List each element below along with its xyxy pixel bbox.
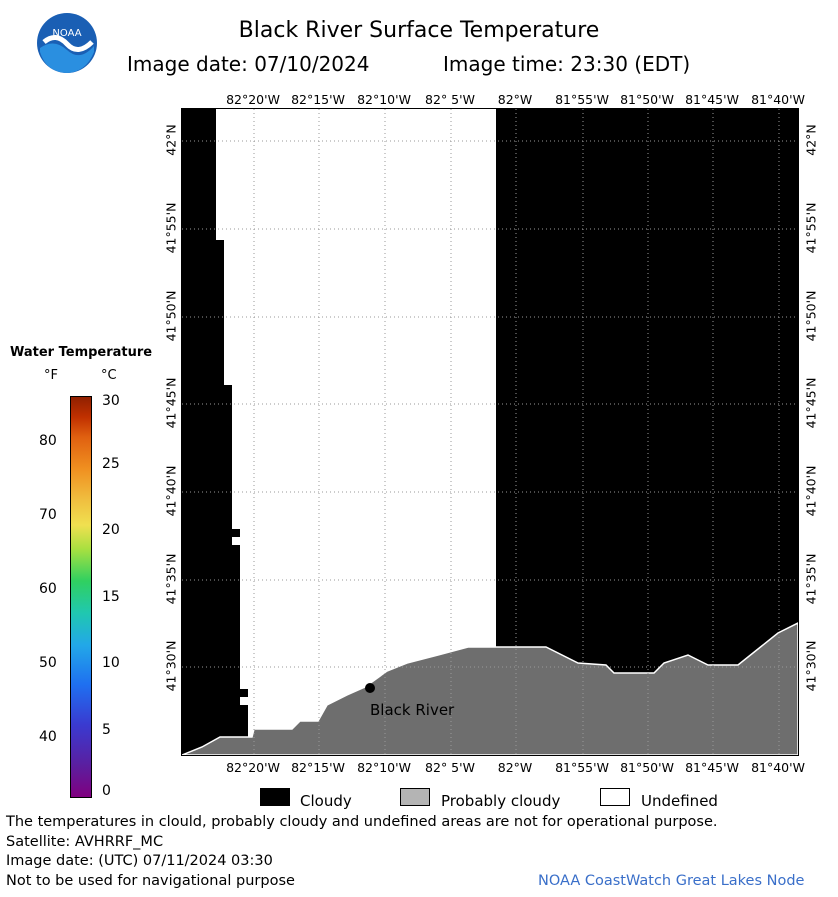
c-tick: 30 (102, 393, 120, 409)
lon-label-top: 81°55'W (555, 92, 609, 107)
legend-swatch-probably-cloudy (400, 788, 430, 806)
lat-label-left: 41°45'N (163, 377, 179, 429)
lat-label-right: 42°N (803, 124, 819, 156)
lon-label-bottom: 81°45'W (685, 760, 739, 775)
lon-label-top: 82°W (497, 92, 533, 107)
lon-label-top: 82°20'W (226, 92, 280, 107)
image-date: Image date: 07/10/2024 (127, 52, 370, 76)
black-river-marker (365, 683, 375, 693)
lon-label-top: 82°10'W (357, 92, 411, 107)
legend-label-cloudy: Cloudy (300, 792, 352, 810)
lon-label-bottom: 81°50'W (620, 760, 674, 775)
colorbar (70, 396, 92, 798)
lat-label-left: 41°55'N (163, 202, 179, 254)
footer-nav-warning: Not to be used for navigational purpose (6, 873, 295, 889)
lon-label-bottom: 81°40'W (751, 760, 805, 775)
probably-cloudy-area (182, 622, 798, 755)
c-tick: 15 (102, 589, 120, 605)
lat-label-right: 41°35'N (803, 553, 819, 605)
colorbar-title: Water Temperature (10, 345, 153, 360)
lon-label-top: 81°40'W (751, 92, 805, 107)
credit-link[interactable]: NOAA CoastWatch Great Lakes Node (538, 873, 805, 889)
lat-label-left: 41°50'N (163, 290, 179, 342)
legend-swatch-undefined (600, 788, 630, 806)
noaa-logo-icon: NOAA (37, 13, 97, 73)
legend-swatch-cloudy (260, 788, 290, 806)
lat-label-right: 41°45'N (803, 377, 819, 429)
cloudy-area-west (182, 109, 248, 755)
lon-label-bottom: 82°10'W (357, 760, 411, 775)
lon-label-top: 82° 5'W (425, 92, 475, 107)
f-tick: 60 (39, 581, 57, 597)
f-tick: 50 (39, 655, 57, 671)
logo-text: NOAA (52, 28, 81, 39)
lat-label-left: 41°30'N (163, 640, 179, 692)
f-tick: 40 (39, 729, 57, 745)
legend-label-undefined: Undefined (641, 792, 718, 810)
c-tick: 5 (102, 722, 111, 738)
lat-label-left: 41°35'N (163, 553, 179, 605)
c-tick: 0 (102, 783, 111, 799)
c-tick: 20 (102, 522, 120, 538)
place-label: Black River (370, 701, 455, 719)
footer-disclaimer: The temperatures in clould, probably clo… (6, 814, 718, 830)
page-title: Black River Surface Temperature (238, 18, 600, 43)
lat-label-left: 42°N (163, 124, 179, 156)
lon-label-top: 81°50'W (620, 92, 674, 107)
lon-label-top: 82°15'W (291, 92, 345, 107)
graticule (182, 109, 798, 755)
c-tick: 10 (102, 655, 120, 671)
lat-label-right: 41°30'N (803, 640, 819, 692)
c-tick: 25 (102, 456, 120, 472)
colorbar-unit-c: °C (101, 368, 117, 383)
map-canvas: Black River (182, 109, 798, 755)
lon-label-bottom: 82°15'W (291, 760, 345, 775)
colorbar-unit-f: °F (44, 368, 58, 383)
lon-label-bottom: 82° 5'W (425, 760, 475, 775)
f-tick: 70 (39, 507, 57, 523)
f-tick: 80 (39, 433, 57, 449)
lat-label-right: 41°55'N (803, 202, 819, 254)
lon-label-top: 81°45'W (685, 92, 739, 107)
footer-satellite: Satellite: AVHRRF_MC (6, 834, 164, 850)
lat-label-right: 41°50'N (803, 290, 819, 342)
map-panel[interactable]: Black River (181, 108, 799, 756)
lon-label-bottom: 82°20'W (226, 760, 280, 775)
noaa-logo: NOAA (36, 12, 98, 74)
lat-label-right: 41°40'N (803, 465, 819, 517)
lon-label-bottom: 81°55'W (555, 760, 609, 775)
lat-label-left: 41°40'N (163, 465, 179, 517)
lon-label-bottom: 82°W (497, 760, 533, 775)
footer-utc-date: Image date: (UTC) 07/11/2024 03:30 (6, 853, 273, 869)
legend-label-probably-cloudy: Probably cloudy (441, 792, 561, 810)
image-time: Image time: 23:30 (EDT) (443, 52, 691, 76)
